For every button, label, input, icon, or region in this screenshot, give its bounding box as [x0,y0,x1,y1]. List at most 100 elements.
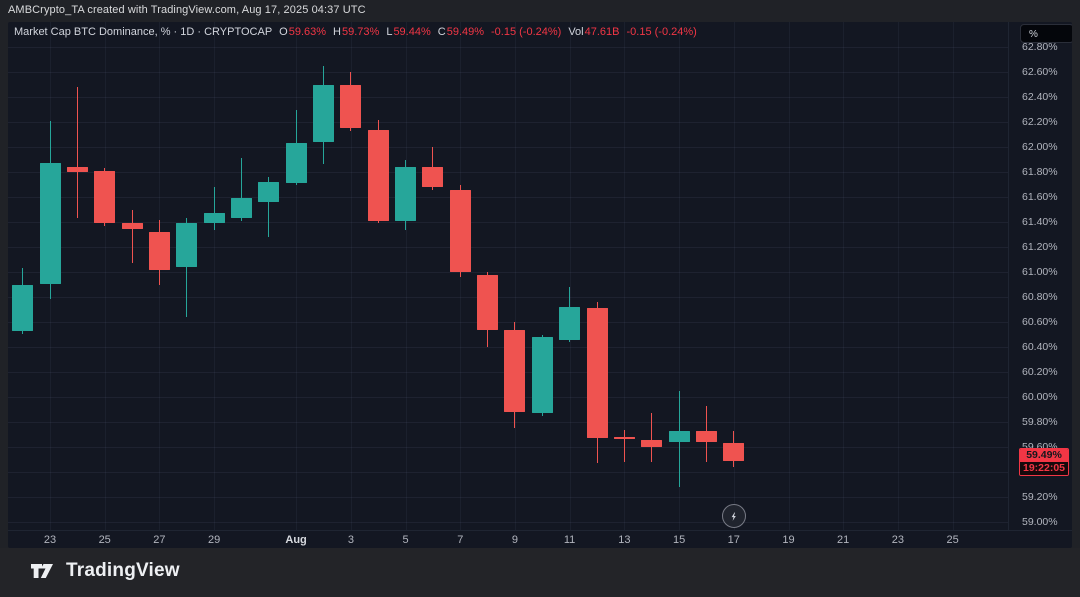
candle-body [313,84,334,142]
time-axis-label: 25 [946,534,959,546]
price-gridline [8,522,1008,523]
price-axis-label: 60.80% [1022,290,1058,303]
candle-body [723,443,745,461]
time-gridline [104,22,106,530]
attribution-text: AMBCrypto_TA created with TradingView.co… [8,4,366,16]
legend-volume-change: -0.15 (-0.24%) [626,26,697,38]
time-axis-label: 5 [402,534,409,546]
candle-body [121,223,143,230]
legend-open: O59.63% [279,26,327,38]
candle-body [94,170,116,224]
chart-widget: 62.80% 62.60% 62.40% 62.20% 62.00% 61.80% 61.6… [8,22,1072,548]
candle-body [695,430,717,442]
time-axis-label: 25 [98,534,111,546]
time-axis-label: 7 [457,534,464,546]
percent-scale-button[interactable]: % [1020,24,1072,43]
time-gridline [460,22,462,530]
price-axis-label: 59.20% [1022,490,1058,503]
plot-area[interactable] [8,22,1008,530]
legend-low: L59.44% [386,26,431,38]
lightning-button[interactable] [721,504,746,528]
time-axis-label: 11 [563,534,576,546]
price-axis-label: 62.00% [1022,140,1058,153]
price-gridline [8,272,1008,273]
price-axis-label: 59.00% [1022,515,1058,528]
candle-wick [131,209,133,264]
bar-countdown: 19:22:05 [1020,461,1068,475]
candle-body [12,284,34,331]
candle-body [531,337,553,414]
time-axis-label: 23 [43,534,57,546]
price-gridline [8,497,1008,498]
time-gridline [350,22,352,530]
time-gridline [624,22,626,530]
candle-body [231,198,252,219]
candle-body [258,182,280,202]
time-axis-label: 17 [727,534,740,546]
price-axis-label: 61.60% [1022,190,1058,203]
price-gridline [8,97,1008,98]
candle-body [395,167,417,221]
price-axis-label: 62.80% [1022,40,1058,53]
time-gridline [159,22,161,530]
price-gridline [8,472,1008,473]
legend-high: H59.73% [333,26,380,38]
price-gridline [8,147,1008,148]
candle-body [504,329,526,412]
time-axis-label: 19 [782,534,795,546]
time-gridline [405,22,407,530]
candle-wick [651,413,653,463]
time-gridline [214,22,216,530]
price-axis[interactable]: 62.80% 62.60% 62.40% 62.20% 62.00% 61.80% 61.6… [1008,22,1072,530]
legend-close: C59.49% [437,26,485,38]
time-gridline [952,22,954,530]
symbol-legend[interactable]: Market Cap BTC Dominance, % · 1D · CRYPT… [14,26,697,38]
price-axis-label: 62.40% [1022,90,1058,103]
lightning-icon [731,511,737,521]
price-gridline [8,197,1008,198]
tradingview-logo[interactable]: TradingView [30,560,180,582]
candle-body [285,143,307,184]
price-gridline [8,447,1008,448]
price-axis-label: 60.40% [1022,340,1058,353]
price-gridline [8,122,1008,123]
candle-wick [213,187,215,230]
candle-wick [623,429,625,462]
price-gridline [8,322,1008,323]
price-gridline [8,172,1008,173]
price-gridline [8,47,1008,48]
price-axis-label: 61.40% [1022,215,1058,228]
candle-body [367,129,389,221]
legend-change: -0.15 (-0.24%) [491,26,562,38]
candle-body [176,223,198,267]
price-axis-label: 60.00% [1022,390,1058,403]
price-axis-label: 62.20% [1022,115,1058,128]
time-gridline [514,22,516,530]
time-gridline [296,22,298,530]
time-axis-label: Aug [285,534,307,546]
last-price-label: 59.49% 19:22:05 [1019,447,1069,476]
time-gridline [897,22,899,530]
candle-wick [268,177,270,237]
price-axis-label: 60.60% [1022,315,1058,328]
last-price-value: 59.49% [1020,448,1068,462]
candle-body [586,308,608,439]
time-axis-label: 29 [207,534,221,546]
price-axis-label: 60.20% [1022,365,1058,378]
time-axis-label: 23 [891,534,905,546]
price-axis-label: 59.80% [1022,415,1058,428]
price-axis-label: 62.60% [1022,65,1058,78]
time-axis-label: 27 [153,534,166,546]
price-axis-label: 61.80% [1022,165,1058,178]
legend-volume: Vol47.61B [568,26,620,38]
time-axis[interactable]: 23 25 27 29 Aug 3 5 7 9 11 13 15 17 19 21 23 25 [8,530,1072,548]
candle-body [148,232,170,270]
candle-body [39,163,61,285]
tradingview-logo-icon [31,564,53,578]
candle-wick [76,87,78,219]
price-gridline [8,222,1008,223]
time-axis-label: 21 [836,534,850,546]
candle-body [422,167,444,187]
candle-body [477,274,499,330]
price-gridline [8,297,1008,298]
